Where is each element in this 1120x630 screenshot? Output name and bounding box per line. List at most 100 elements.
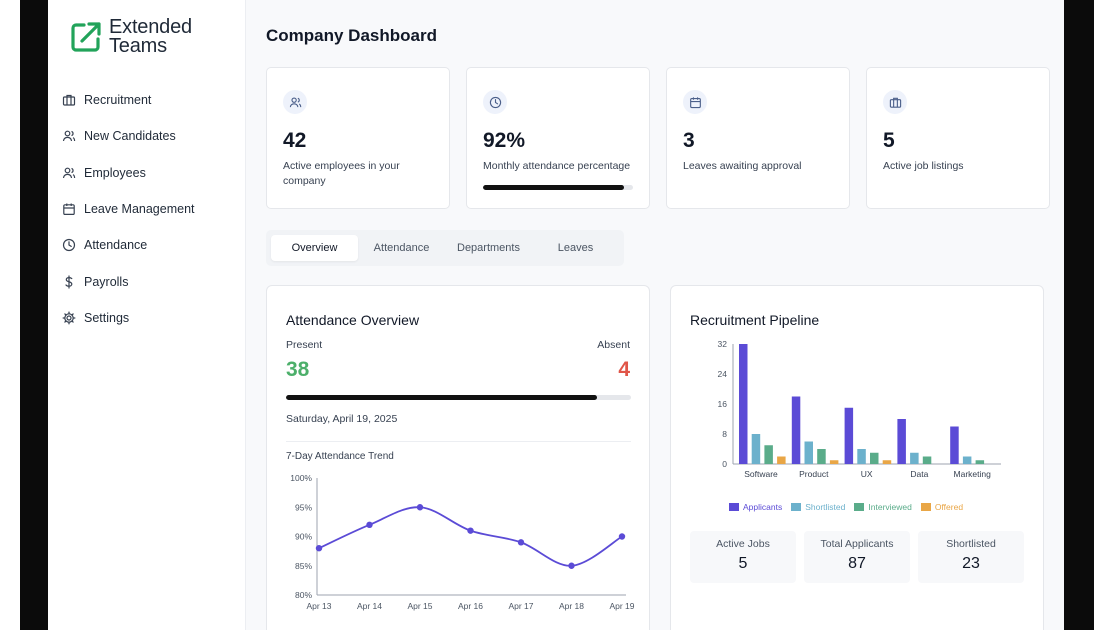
bar-applicants (950, 426, 959, 464)
x-tick-label: UX (861, 469, 873, 479)
attendance-date: Saturday, April 19, 2025 (286, 413, 398, 425)
legend-item: Offered (920, 502, 964, 512)
sidebar-item-payrolls[interactable]: Payrolls (62, 263, 242, 299)
stat-card-job-listings: 5 Active job listings (866, 67, 1050, 209)
bar-interviewed (870, 452, 879, 464)
bar-shortlisted (962, 456, 972, 464)
sidebar-item-leave-management[interactable]: Leave Management (62, 191, 242, 227)
summary-label: Active Jobs (716, 538, 770, 550)
trend-line (318, 506, 623, 567)
stat-value: 92% (483, 129, 526, 152)
trend-point (366, 521, 373, 528)
trend-point (315, 545, 323, 552)
tab-attendance[interactable]: Attendance (373, 242, 430, 254)
sidebar: Extended Teams Recruitment New Candidate… (48, 0, 246, 630)
stat-card-employees: 42 Active employees in your company (266, 67, 450, 209)
page-title: Company Dashboard (266, 26, 437, 45)
summary-label: Shortlisted (946, 538, 996, 550)
tab-overview[interactable]: Overview (271, 235, 358, 261)
x-tick-label: Apr 15 (407, 601, 432, 611)
stat-value: 3 (683, 129, 695, 152)
sidebar-item-label: New Candidates (84, 129, 176, 144)
summary-active-jobs: Active Jobs 5 (690, 531, 796, 583)
summary-value: 87 (848, 555, 866, 572)
legend-item: Applicants (729, 502, 782, 512)
brand-logo[interactable]: Extended Teams (68, 16, 192, 57)
tab-departments[interactable]: Departments (457, 242, 520, 254)
stat-label: Active employees in your company (283, 160, 400, 187)
legend-label: Applicants (743, 502, 783, 512)
sidebar-item-settings[interactable]: Settings (62, 300, 242, 336)
clock-icon (62, 238, 76, 252)
logo-arrow-icon (71, 22, 101, 52)
calendar-icon (62, 202, 76, 216)
dashboard-tabs: Overview Attendance Departments Leaves (266, 230, 624, 266)
x-tick-label: Apr 13 (306, 601, 331, 611)
x-tick-label: Marketing (954, 469, 992, 479)
recruitment-bar-chart: 0 8 16 24 32 Software Product UX Data Marketing (718, 339, 1001, 479)
brand-line-2: Teams (109, 35, 167, 57)
calendar-icon (683, 90, 707, 114)
briefcase-icon (62, 93, 76, 107)
sidebar-item-employees[interactable]: Employees (62, 155, 242, 191)
sidebar-item-label: Leave Management (84, 202, 195, 217)
brand-line-1: Extended (109, 16, 192, 38)
legend-item: Interviewed (854, 502, 912, 512)
x-tick-label: Apr 17 (508, 601, 533, 611)
summary-value: 5 (738, 555, 748, 572)
legend-swatch (920, 503, 931, 511)
x-tick-label: Apr 18 (559, 601, 584, 611)
y-tick-label: 95% (295, 502, 312, 512)
x-tick-label: Apr 19 (609, 601, 634, 611)
sidebar-item-label: Attendance (84, 238, 148, 253)
legend-swatch (791, 503, 802, 511)
bar-offered (777, 456, 786, 464)
bar-shortlisted (751, 434, 761, 464)
sidebar-item-attendance[interactable]: Attendance (62, 227, 242, 263)
bar-interviewed (922, 456, 932, 464)
stat-card-leaves: 3 Leaves awaiting approval (666, 67, 850, 209)
absent-count: 4 (618, 358, 630, 381)
summary-total-applicants: Total Applicants 87 (804, 531, 910, 583)
stat-value: 5 (883, 129, 895, 152)
users-icon (62, 129, 76, 143)
gear-icon (62, 311, 76, 325)
x-tick-label: Apr 16 (458, 601, 483, 611)
legend-label: Offered (934, 502, 964, 512)
y-tick-label: 90% (295, 532, 312, 542)
trend-point (517, 539, 525, 546)
bar-applicants (739, 344, 748, 464)
attendance-trend-chart: 80% 85% 90% 95% 100% Apr 13 Apr 14 Apr 15 Apr 16… (290, 473, 635, 611)
panel-title: Recruitment Pipeline (690, 312, 820, 328)
sidebar-item-label: Employees (84, 165, 146, 180)
sidebar-item-new-candidates[interactable]: New Candidates (62, 118, 242, 154)
bar-applicants (844, 407, 854, 464)
x-tick-label: Data (910, 469, 928, 479)
trend-point (467, 527, 474, 534)
legend-item: Shortlisted (791, 502, 845, 512)
legend-swatch (729, 503, 739, 511)
attendance-overview-panel: Attendance Overview Present Absent 38 4 … (266, 285, 650, 630)
y-tick-label: 100% (290, 473, 312, 483)
legend-label: Interviewed (868, 502, 912, 512)
tab-leaves[interactable]: Leaves (557, 242, 594, 254)
users-icon (283, 90, 307, 114)
legend-label: Shortlisted (805, 502, 846, 512)
recruitment-pipeline-panel: Recruitment Pipeline 0 8 16 24 32 Software Pro… (670, 285, 1044, 630)
trend-point (618, 533, 626, 540)
attendance-ratio-fill (286, 395, 597, 400)
divider (286, 441, 631, 442)
bar-shortlisted (910, 452, 919, 464)
stat-value: 42 (283, 129, 307, 152)
present-label: Present (286, 339, 323, 351)
trend-point (416, 504, 424, 511)
bar-interviewed (975, 460, 985, 464)
x-tick-label: Software (744, 469, 778, 479)
bar-applicants (791, 396, 801, 464)
briefcase-icon (883, 90, 907, 114)
bar-applicants (897, 419, 906, 464)
y-tick-label: 85% (295, 561, 312, 571)
sidebar-item-recruitment[interactable]: Recruitment (62, 82, 242, 118)
y-tick-label: 0 (722, 459, 727, 469)
y-tick-label: 16 (718, 399, 728, 409)
